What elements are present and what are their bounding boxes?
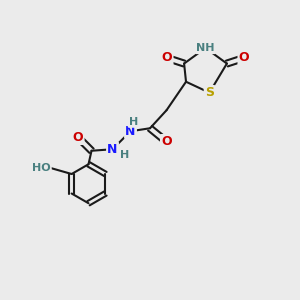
Text: H: H [120,150,129,160]
Text: O: O [162,52,172,64]
Text: O: O [239,52,249,64]
Text: O: O [73,131,83,144]
Text: HO: HO [32,163,51,173]
Text: N: N [107,143,118,156]
Text: NH: NH [196,43,215,53]
Text: O: O [161,135,172,148]
Text: N: N [125,125,136,138]
Text: H: H [129,117,138,127]
Text: S: S [205,86,214,99]
